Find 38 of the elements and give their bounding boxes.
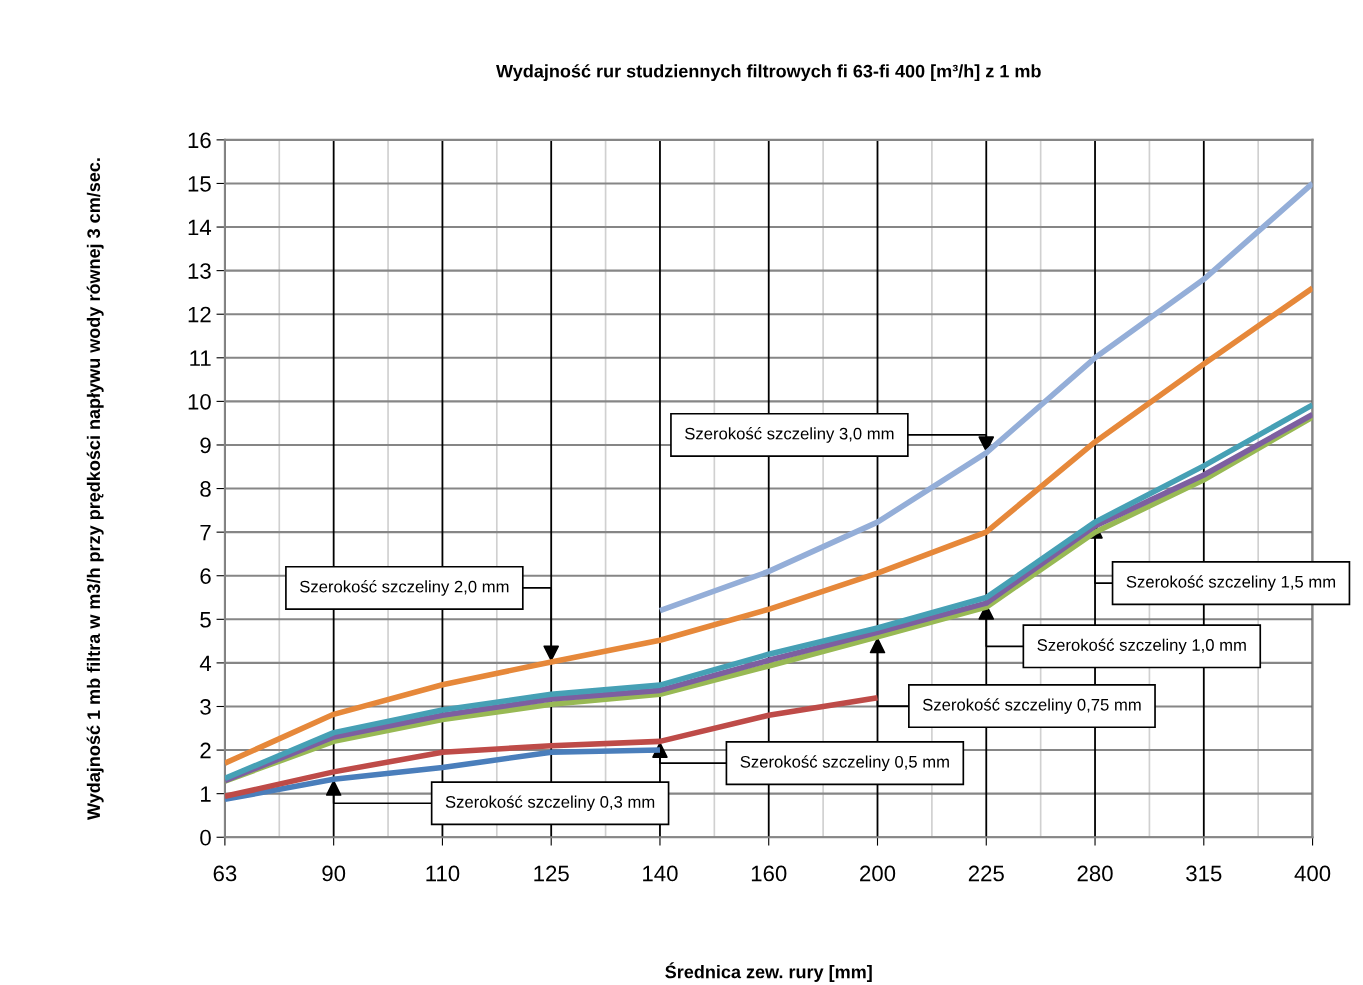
x-tick-label: 400 — [1294, 865, 1331, 882]
y-tick-label: 14 — [188, 219, 212, 236]
y-tick-label: 16 — [188, 132, 211, 149]
annotation: Szerokość szczeliny 3,0 mm — [685, 427, 894, 443]
y-tick-label: 5 — [200, 612, 211, 628]
y-tick-label: 6 — [200, 568, 211, 584]
y-axis-title: Wydajność 1 mb filtra w m3/h przy prędkości napływu wody równej 3 cm/sec. — [86, 158, 104, 820]
y-tick-label: 8 — [200, 481, 211, 497]
x-tick-label: 90 — [322, 865, 346, 882]
y-tick-label: 10 — [188, 393, 211, 410]
y-tick-label: 0 — [200, 829, 211, 846]
x-tick-label: 63 — [213, 865, 237, 882]
x-tick-label: 200 — [860, 865, 896, 882]
y-tick-label: 12 — [188, 306, 211, 323]
annotation: Szerokość szczeliny 1,5 mm — [1126, 575, 1336, 592]
x-tick-label: 315 — [1186, 865, 1222, 882]
y-tick-label: 2 — [200, 742, 211, 759]
x-tick-label: 110 — [426, 865, 460, 882]
x-axis-title: Średnica zew. rury [mm] — [665, 962, 872, 982]
y-tick-label: 9 — [200, 437, 211, 454]
y-tick-label: 15 — [188, 176, 211, 192]
annotation: Szerokość szczeliny 0,75 mm — [922, 698, 1141, 714]
annotation: Szerokość szczeliny 1,0 mm — [1037, 638, 1246, 655]
y-tick-label: 1 — [201, 786, 211, 802]
x-tick-label: 125 — [534, 865, 569, 882]
x-tick-label: 160 — [751, 865, 787, 882]
annotation: Szerokość szczeliny 2,0 mm — [300, 580, 509, 596]
x-tick-label: 280 — [1077, 865, 1113, 882]
annotation: Szerokość szczeliny 0,5 mm — [740, 755, 949, 772]
annotation: Szerokość szczeliny 0,3 mm — [445, 795, 655, 812]
x-tick-label: 225 — [968, 865, 1004, 882]
y-tick-label: 11 — [190, 350, 211, 366]
y-tick-label: 4 — [199, 655, 212, 671]
y-tick-label: 13 — [188, 263, 211, 279]
chart-title: Wydajność rur studziennych filtrowych fi 63-fi 400 [m³/h] z 1 mb — [496, 64, 1041, 82]
x-tick-label: 140 — [643, 865, 678, 882]
y-tick-label: 7 — [200, 524, 211, 541]
y-tick-label: 3 — [200, 699, 211, 715]
